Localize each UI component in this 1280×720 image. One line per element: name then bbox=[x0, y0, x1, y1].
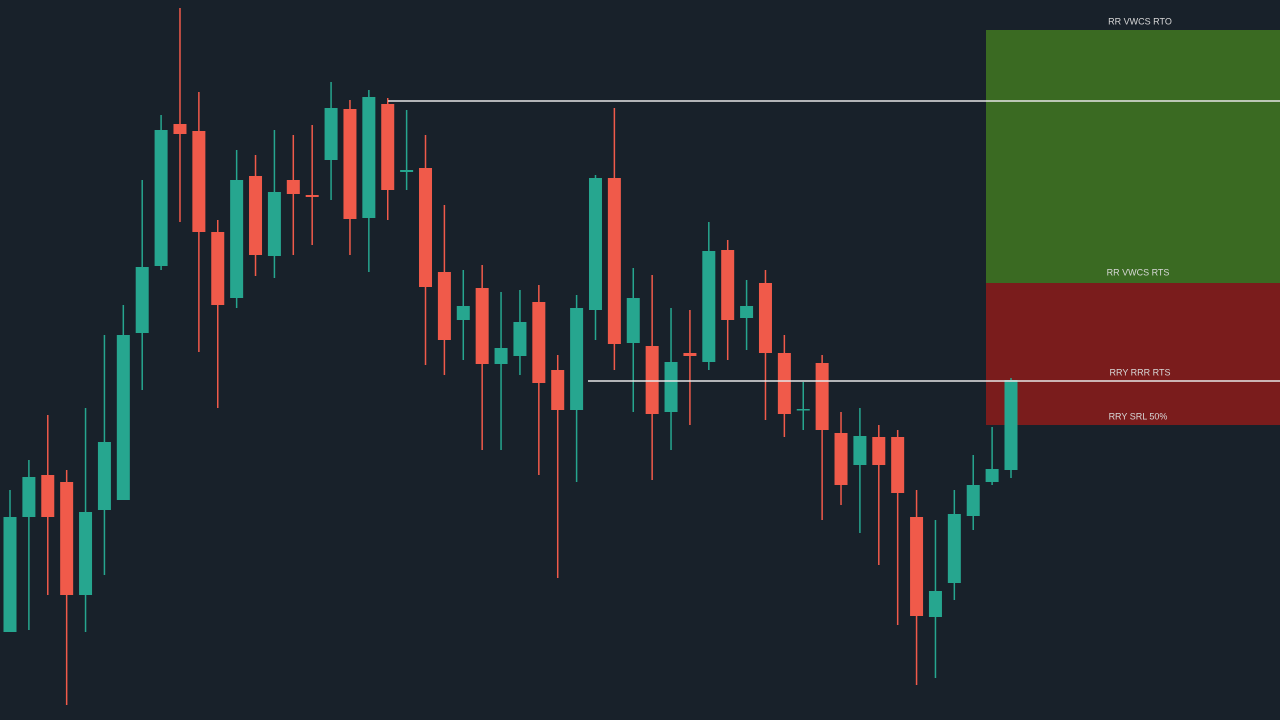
candle-body bbox=[570, 308, 584, 410]
candle-body bbox=[381, 104, 395, 190]
candle-body bbox=[230, 180, 244, 298]
candles bbox=[3, 8, 1018, 705]
candle-body bbox=[362, 97, 376, 218]
zone bbox=[986, 30, 1280, 283]
candle-body bbox=[588, 178, 602, 310]
candle-body bbox=[154, 130, 168, 266]
zone bbox=[986, 283, 1280, 425]
candle-body bbox=[60, 482, 74, 595]
candle-body bbox=[702, 251, 716, 362]
candle-body bbox=[645, 346, 659, 414]
candle-body bbox=[97, 442, 111, 510]
levels bbox=[388, 100, 1280, 382]
candle-body bbox=[211, 232, 225, 305]
candle-body bbox=[22, 477, 36, 517]
candle-body bbox=[400, 170, 414, 172]
candle-body bbox=[683, 353, 697, 356]
candle-body bbox=[305, 195, 319, 197]
candle-body bbox=[3, 517, 17, 632]
candle-body bbox=[777, 353, 791, 414]
annotation: RR VWCS RTO bbox=[1108, 16, 1172, 26]
candle-body bbox=[532, 302, 546, 383]
candle-body bbox=[721, 250, 735, 320]
candle-body bbox=[79, 512, 93, 595]
candle-body bbox=[815, 363, 829, 430]
candle-body bbox=[607, 178, 621, 344]
candle-body bbox=[475, 288, 489, 364]
candle-body bbox=[758, 283, 772, 353]
candle-body bbox=[551, 370, 565, 410]
candle-body bbox=[173, 124, 187, 134]
candle-body bbox=[1004, 380, 1018, 470]
candle-body bbox=[910, 517, 924, 616]
candle-body bbox=[192, 131, 206, 232]
candle-body bbox=[664, 362, 678, 412]
candle-body bbox=[872, 437, 886, 465]
annotation: RR VWCS RTS bbox=[1107, 267, 1170, 277]
candle-body bbox=[740, 306, 754, 318]
candle-body bbox=[947, 514, 961, 583]
candle-body bbox=[135, 267, 149, 333]
candle-body bbox=[324, 108, 338, 160]
candle-body bbox=[853, 436, 867, 465]
candle-body bbox=[513, 322, 527, 356]
candle-body bbox=[626, 298, 640, 343]
candle-body bbox=[41, 475, 55, 517]
candle-body bbox=[796, 409, 810, 411]
candle-body bbox=[343, 109, 357, 219]
candle-body bbox=[267, 192, 281, 256]
candle-body bbox=[249, 176, 263, 255]
annotation: RRY SRL 50% bbox=[1109, 411, 1168, 421]
candle-body bbox=[437, 272, 451, 340]
candle-body bbox=[494, 348, 508, 364]
candle-body bbox=[891, 437, 905, 493]
candle-body bbox=[456, 306, 470, 320]
candle-body bbox=[928, 591, 942, 617]
candle-body bbox=[985, 469, 999, 482]
candle-body bbox=[286, 180, 300, 194]
candle-body bbox=[116, 335, 130, 500]
candle-body bbox=[834, 433, 848, 485]
candle-body bbox=[966, 485, 980, 516]
zones bbox=[986, 30, 1280, 425]
annotation: RRY RRR RTS bbox=[1109, 367, 1170, 377]
candle-body bbox=[419, 168, 433, 287]
